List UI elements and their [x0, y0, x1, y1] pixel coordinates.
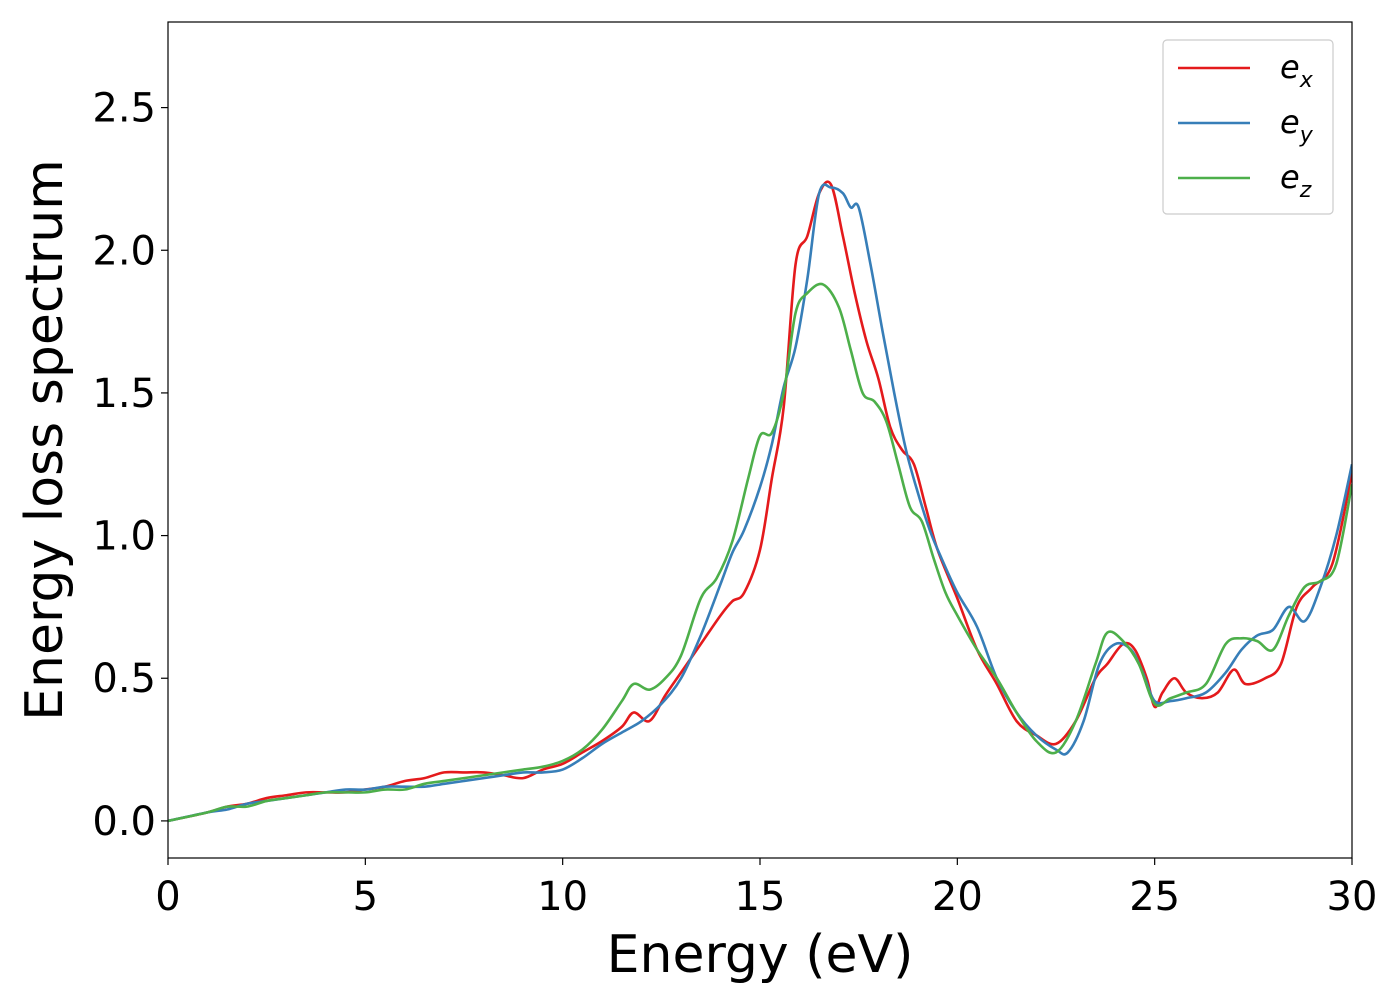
- x-tick-label: 10: [537, 874, 588, 920]
- y-tick-label: 0.5: [92, 656, 156, 702]
- x-tick-label: 5: [353, 874, 378, 920]
- series-layer: [168, 180, 1352, 823]
- series-line-y: [168, 183, 1352, 823]
- x-tick-label: 15: [735, 874, 786, 920]
- series-line-x: [168, 180, 1352, 823]
- x-tick-label: 25: [1129, 874, 1180, 920]
- x-tick-label: 0: [155, 874, 180, 920]
- legend-box: [1162, 39, 1334, 215]
- y-tick-label: 2.5: [92, 86, 156, 132]
- y-axis-label: Energy loss spectrum: [15, 159, 75, 721]
- y-tick-label: 1.5: [92, 371, 156, 417]
- x-axis: 0 5 10 15 20 25 30: [155, 858, 1377, 920]
- y-tick-label: 2.0: [92, 228, 156, 274]
- x-tick-label: 30: [1327, 874, 1378, 920]
- y-axis: 0.0 0.5 1.0 1.5 2.0 2.5: [92, 86, 168, 845]
- y-tick-label: 0.0: [92, 799, 156, 845]
- y-tick-label: 1.0: [92, 514, 156, 560]
- series-line-z: [168, 282, 1352, 823]
- x-tick-label: 20: [932, 874, 983, 920]
- x-axis-label: Energy (eV): [607, 925, 914, 985]
